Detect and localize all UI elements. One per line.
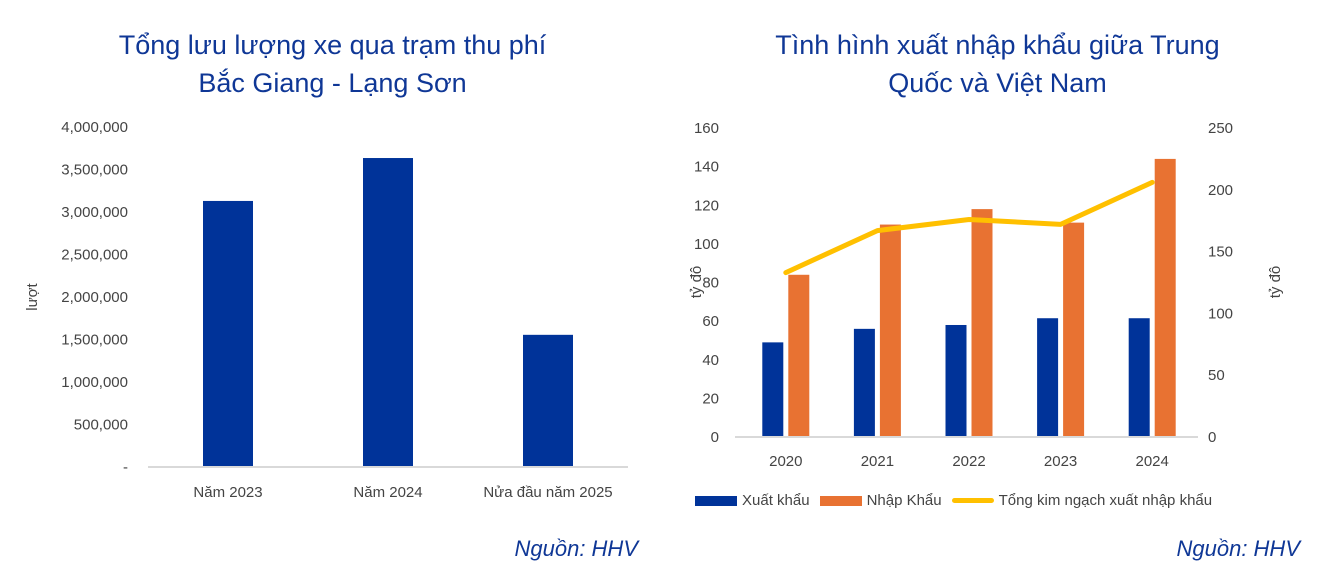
y-tick-label: 3,000,000 [61, 204, 128, 221]
y-tick-label: 1,500,000 [61, 332, 128, 349]
y-tick-label: 1,000,000 [61, 374, 128, 391]
bar-import [879, 224, 901, 437]
x-tick-label: 2023 [1044, 453, 1077, 470]
traffic-chart-title: Tổng lưu lượng xe qua trạm thu phí Bắc G… [0, 26, 665, 102]
y-tick-label: 20 [702, 390, 719, 407]
legend-swatch-export [695, 495, 737, 506]
legend-label: Nhập Khẩu [866, 492, 942, 509]
x-tick-label: Năm 2024 [353, 484, 422, 501]
y2-axis-label: tỷ đô [1267, 266, 1284, 299]
y-tick-label: 120 [694, 197, 719, 214]
traffic-bar-chart: - 500,000 1,000,000 1,500,000 2,000,000 2,500… [24, 119, 628, 501]
y-tick-label: 160 [694, 120, 719, 137]
y2-tick-label: 200 [1208, 182, 1233, 199]
y2-tick-label: 100 [1208, 305, 1233, 322]
title-line: Tổng lưu lượng xe qua trạm thu phí [118, 30, 547, 60]
total-trade-line [783, 179, 1155, 276]
legend-label: Xuất khẩu [742, 492, 810, 509]
legend-item-export: Xuất khẩu [695, 492, 810, 509]
y2-tick-label: 250 [1208, 120, 1233, 137]
chart-legend: Xuất khẩu Nhập Khẩu Tổng kim ngạch xuất … [695, 492, 1222, 509]
x-tick-label: Năm 2023 [193, 484, 262, 501]
x-tick-label: 2024 [1136, 453, 1169, 470]
y-tick-label: 140 [694, 159, 719, 176]
y-tick-label: 2,500,000 [61, 247, 128, 264]
bar-import [1154, 158, 1176, 437]
trade-combo-chart: 0 20 40 60 80 100 120 140 160 0 50 100 150 200 250 tỷ đ… [688, 120, 1284, 470]
y-tick-label: 60 [702, 313, 719, 330]
y-tick-label: 80 [702, 275, 719, 292]
y-tick-label: 2,000,000 [61, 289, 128, 306]
title-line: Quốc và Việt Nam [888, 68, 1107, 98]
y-tick-label: 40 [702, 352, 719, 369]
trade-chart-title: Tình hình xuất nhập khẩu giữa Trung Quốc… [665, 26, 1330, 102]
legend-item-total: Tổng kim ngạch xuất nhập khẩu [951, 492, 1213, 509]
trade-chart-panel: Tình hình xuất nhập khẩu giữa Trung Quốc… [665, 0, 1330, 576]
y2-tick-label: 150 [1208, 244, 1233, 261]
bar-import [788, 274, 810, 437]
bar-import [1063, 222, 1085, 437]
bar-export [1037, 318, 1059, 437]
traffic-chart-panel: Tổng lưu lượng xe qua trạm thu phí Bắc G… [0, 26, 665, 561]
source-note: Nguồn: HHV [1176, 536, 1300, 561]
legend-swatch-import [819, 495, 862, 506]
y-tick-label: 4,000,000 [61, 119, 128, 136]
bar [363, 158, 413, 467]
y-tick-label: - [123, 459, 128, 476]
x-tick-label: 2021 [861, 453, 894, 470]
legend-label: Tổng kim ngạch xuất nhập khẩu [998, 492, 1213, 509]
y-axis-label: tỷ đô [688, 266, 705, 299]
legend-item-import: Nhập Khẩu [819, 492, 942, 509]
x-tick-label: 2020 [769, 453, 802, 470]
bar-export [945, 324, 967, 437]
bar-export [1128, 318, 1150, 437]
bar-import [971, 209, 993, 437]
bar-export [853, 328, 875, 437]
legend-swatch-total [951, 498, 994, 503]
y-axis-label: lượt [24, 282, 41, 310]
bar-export [762, 342, 784, 437]
bar [203, 200, 253, 467]
bar [523, 334, 573, 467]
y-tick-label: 0 [711, 429, 719, 446]
y-tick-label: 100 [694, 236, 719, 253]
x-tick-label: 2022 [952, 453, 985, 470]
y-tick-label: 3,500,000 [61, 162, 128, 179]
title-line: Tình hình xuất nhập khẩu giữa Trung [775, 30, 1220, 60]
y2-tick-label: 0 [1208, 429, 1216, 446]
title-line: Bắc Giang - Lạng Sơn [198, 68, 467, 98]
x-tick-label: Nửa đầu năm 2025 [483, 484, 612, 501]
y-tick-label: 500,000 [74, 417, 128, 434]
y2-tick-label: 50 [1208, 367, 1225, 384]
source-note: Nguồn: HHV [514, 536, 638, 561]
